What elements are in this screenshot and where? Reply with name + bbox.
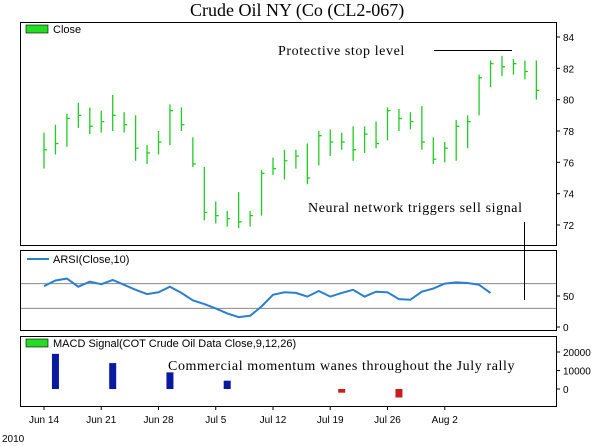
price-bar: [54, 124, 59, 155]
price-bar: [409, 112, 414, 130]
stop-level-annotation: Protective stop level: [278, 44, 405, 59]
macd-legend-label: MACD Signal(COT Crude Oil Data Close,9,1…: [53, 338, 296, 350]
price-bar: [100, 110, 105, 133]
price-bar: [352, 126, 357, 161]
x-tick-label: Jun 14: [29, 415, 59, 426]
macd-bar: [395, 389, 403, 398]
price-y-tick-label: 76: [563, 158, 575, 169]
macd-y-tick-label: 10000: [563, 367, 591, 378]
price-bar: [318, 131, 322, 166]
price-bar: [421, 105, 425, 150]
arsi-legend-label: ARSI(Close,10): [53, 254, 129, 266]
price-y-tick-label: 78: [563, 127, 575, 138]
price-bar: [363, 126, 368, 153]
price-bar: [180, 107, 185, 131]
price-bar: [134, 115, 139, 161]
price-bar: [249, 210, 254, 227]
price-bar: [398, 109, 402, 131]
price-bar: [341, 132, 345, 150]
x-axis: Jun 14 Jun 21 Jun 28 Jul 5 Jul 12 Jul 19 Jul 2…: [29, 406, 458, 426]
price-legend-label: Close: [53, 24, 81, 36]
price-bar: [89, 107, 93, 135]
price-bar: [455, 120, 460, 161]
price-bar: [489, 60, 494, 88]
price-y-tick-label: 74: [563, 190, 575, 201]
price-bar: [157, 131, 162, 155]
price-bar: [306, 143, 311, 185]
arsi-panel-frame: [20, 250, 557, 331]
x-tick-label: Aug 2: [432, 415, 459, 426]
price-bar: [466, 115, 471, 149]
price-bar: [226, 210, 231, 227]
price-bar: [192, 137, 196, 168]
price-bar: [501, 55, 505, 77]
chart-title: Crude Oil NY (Co (CL2-067): [190, 0, 404, 21]
price-bar: [535, 60, 540, 100]
price-y-tick-label: 72: [563, 221, 575, 232]
price-panel: Close 72 74 76 78 80 82 84 Protective stop lev…: [20, 22, 575, 246]
price-bar: [432, 137, 437, 164]
price-bars: [43, 55, 540, 229]
price-bar: [215, 201, 219, 224]
price-y-tick-label: 82: [563, 64, 575, 75]
macd-annotation: Commercial momentum wanes throughout the…: [168, 359, 515, 374]
macd-y-tick-label: 0: [563, 385, 569, 396]
macd-legend-swatch: [25, 338, 49, 348]
price-bar: [66, 113, 70, 147]
price-bar: [43, 132, 47, 169]
sell-signal-annotation: Neural network triggers sell signal: [308, 201, 523, 216]
x-tick-label: Jul 19: [317, 415, 344, 426]
price-bar: [295, 149, 299, 169]
price-bar: [524, 60, 528, 80]
macd-bar: [166, 372, 174, 389]
x-tick-label: Jul 12: [260, 415, 287, 426]
price-bar: [237, 192, 242, 229]
price-legend-swatch: [25, 24, 49, 34]
price-bar: [386, 107, 391, 141]
arsi-y-tick-label: 0: [563, 323, 569, 334]
price-y-axis: 72 74 76 78 80 82 84: [556, 33, 575, 232]
macd-bar: [338, 389, 346, 393]
footer-year: 2010: [2, 434, 25, 445]
arsi-panel: ARSI(Close,10) 50 0: [20, 250, 575, 334]
x-tick-label: Jul 26: [374, 415, 401, 426]
price-bar: [260, 170, 265, 216]
arsi-y-axis: 50 0: [556, 292, 575, 334]
price-bar: [478, 74, 483, 116]
arsi-y-tick-label: 50: [563, 292, 575, 303]
arsi-line: [43, 277, 492, 319]
x-tick-label: Jun 21: [86, 415, 116, 426]
price-bar: [123, 112, 128, 133]
macd-bars: [51, 353, 403, 398]
price-bar: [169, 104, 173, 146]
price-bar: [512, 58, 517, 75]
price-y-tick-label: 84: [563, 33, 575, 44]
x-tick-label: Jun 28: [143, 415, 173, 426]
price-bar: [329, 129, 334, 157]
price-bar: [375, 121, 380, 149]
price-bar: [283, 149, 288, 180]
x-tick-label: Jul 5: [205, 415, 227, 426]
price-bar: [272, 157, 276, 175]
price-bar: [203, 167, 208, 221]
price-bar: [112, 94, 116, 131]
macd-bar: [109, 363, 117, 389]
price-bar: [444, 141, 448, 163]
macd-bar: [51, 353, 59, 389]
price-bar: [146, 145, 151, 164]
macd-y-tick-label: 20000: [563, 348, 591, 359]
macd-y-axis: 20000 10000 0: [556, 348, 591, 396]
price-bar: [77, 102, 82, 128]
macd-bar: [223, 380, 231, 389]
macd-panel: MACD Signal(COT Crude Oil Data Close,9,1…: [20, 336, 591, 407]
price-y-tick-label: 80: [563, 96, 575, 107]
